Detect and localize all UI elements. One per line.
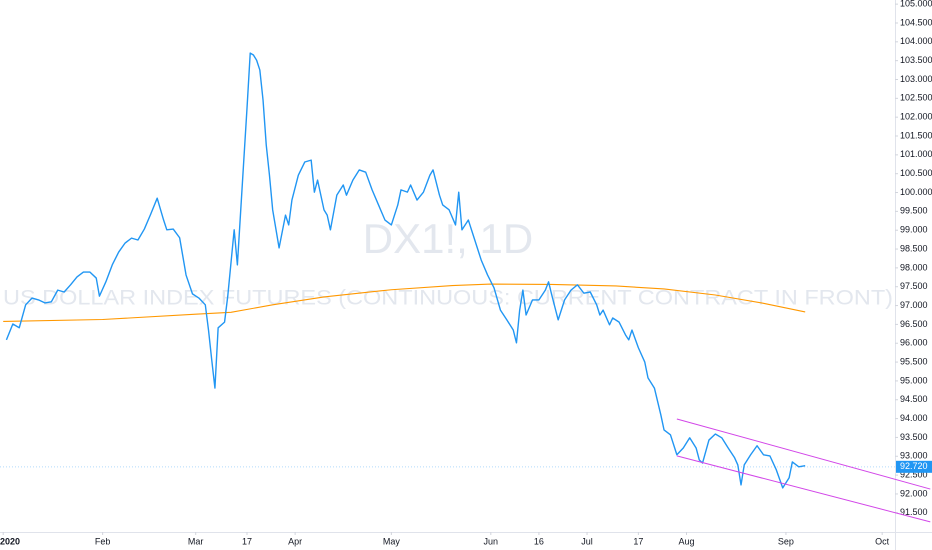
x-tick-label: 17 xyxy=(242,536,252,546)
y-tick-label: 92.000 xyxy=(900,488,928,498)
trend-line xyxy=(676,418,931,490)
x-tick-label: 17 xyxy=(633,536,643,546)
last-value-badge xyxy=(896,460,932,473)
x-tick-label: Apr xyxy=(288,536,302,546)
x-tick-label: Jun xyxy=(484,536,499,546)
y-tick-label: 105.000 xyxy=(900,0,932,9)
y-tick-label: 104.500 xyxy=(900,17,932,27)
x-tick-label: Oct xyxy=(875,536,890,546)
x-tick-label: Sep xyxy=(778,536,794,546)
y-tick-label: 95.000 xyxy=(900,375,928,385)
y-tick-label: 95.500 xyxy=(900,356,928,366)
watermark-symbol: DX1!, 1D xyxy=(363,215,533,262)
y-tick-label: 94.500 xyxy=(900,394,928,404)
y-tick-label: 98.500 xyxy=(900,243,928,253)
price-line xyxy=(5,52,806,489)
y-tick-label: 98.000 xyxy=(900,262,928,272)
y-tick-label: 96.500 xyxy=(900,319,928,329)
y-tick-label: 93.000 xyxy=(900,451,928,461)
y-tick-label: 93.500 xyxy=(900,432,928,442)
y-tick-label: 100.000 xyxy=(900,187,932,197)
y-tick-label: 102.000 xyxy=(900,112,932,122)
y-tick-label: 96.000 xyxy=(900,338,928,348)
plot-area xyxy=(0,52,895,489)
y-tick-label: 97.000 xyxy=(900,300,928,310)
y-tick-label: 103.000 xyxy=(900,74,932,84)
moving-average-line xyxy=(3,283,806,322)
y-tick-label: 101.500 xyxy=(900,130,932,140)
y-tick-label: 102.500 xyxy=(900,93,932,103)
y-tick-label: 91.500 xyxy=(900,507,928,517)
x-tick-label: Aug xyxy=(678,536,694,546)
y-tick-label: 92.500 xyxy=(900,469,928,479)
x-tick-label: Mar xyxy=(188,536,204,546)
y-tick-label: 100.500 xyxy=(900,168,932,178)
y-tick-label: 101.000 xyxy=(900,149,932,159)
y-tick-label: 97.500 xyxy=(900,281,928,291)
x-tick-label: Jul xyxy=(581,536,593,546)
x-tick-label: 2020 xyxy=(0,536,20,546)
trend-line xyxy=(676,455,931,523)
watermark-description: US DOLLAR INDEX FUTURES (CONTINUOUS: CUR… xyxy=(3,287,893,310)
y-tick-label: 99.000 xyxy=(900,225,928,235)
y-tick-label: 103.500 xyxy=(900,55,932,65)
x-tick-label: 16 xyxy=(534,536,544,546)
y-tick-label: 94.000 xyxy=(900,413,928,423)
y-tick-label: 99.500 xyxy=(900,206,928,216)
x-tick-label: Feb xyxy=(95,536,111,546)
last-value-label: 92.720 xyxy=(900,461,928,471)
y-tick-label: 104.000 xyxy=(900,36,932,46)
x-tick-label: May xyxy=(383,536,401,546)
